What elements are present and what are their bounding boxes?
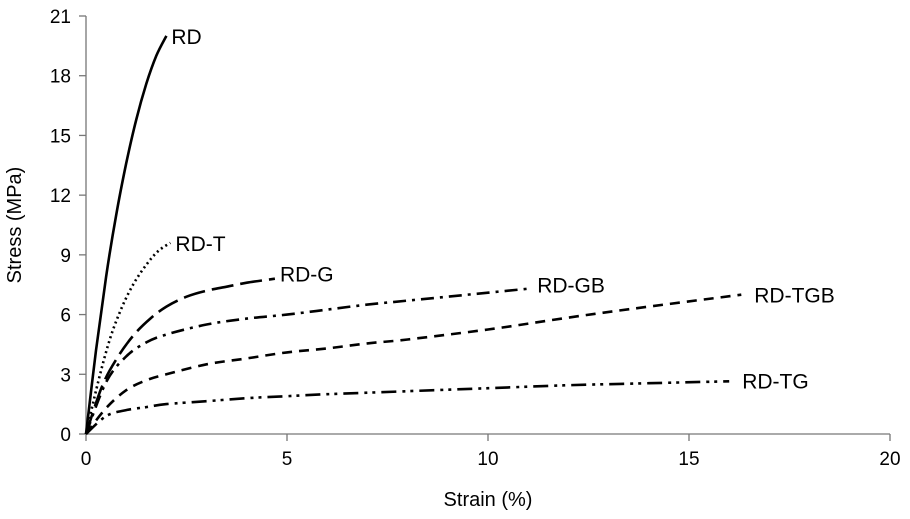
x-axis-title: Strain (%) xyxy=(444,489,533,511)
x-tick-label: 20 xyxy=(879,449,900,470)
series-label-rd-tg: RD-TG xyxy=(742,370,809,393)
series-line-rd-t xyxy=(84,241,172,435)
y-axis-title: Stress (MPa) xyxy=(4,167,26,284)
series-label-rd-tgb: RD-TGB xyxy=(754,285,835,308)
y-tick-label: 9 xyxy=(60,246,71,267)
x-tick-label: 5 xyxy=(282,449,293,470)
series-label-rd-t: RD-T xyxy=(175,233,225,256)
series-line-rd-tgb xyxy=(84,293,742,435)
y-tick-label: 3 xyxy=(60,365,71,386)
y-tick-label: 12 xyxy=(50,186,71,207)
series-label-rd: RD xyxy=(171,26,201,49)
series-label-rd-gb: RD-GB xyxy=(537,275,605,298)
y-tick-label: 0 xyxy=(60,425,71,446)
ticks: 0 5 10 15 20 0 3 6 9 12 15 18 21 xyxy=(50,7,901,470)
y-tick-label: 6 xyxy=(60,306,71,327)
series-line-rd xyxy=(84,35,168,435)
x-tick-label: 10 xyxy=(477,449,498,470)
y-tick-label: 15 xyxy=(50,126,71,147)
x-tick-label: 0 xyxy=(81,449,92,470)
x-tick-label: 15 xyxy=(678,449,699,470)
series-line-rd-tg xyxy=(85,380,730,435)
series-label-rd-g: RD-G xyxy=(280,264,334,287)
y-tick-label: 21 xyxy=(50,7,71,28)
series-line-rd-g xyxy=(84,277,276,435)
y-tick-label: 18 xyxy=(50,67,71,88)
series-line-rd-gb xyxy=(84,287,529,435)
curves xyxy=(84,35,742,435)
series-labels: RD RD-T RD-G RD-GB RD-TGB RD-TG xyxy=(171,26,834,393)
